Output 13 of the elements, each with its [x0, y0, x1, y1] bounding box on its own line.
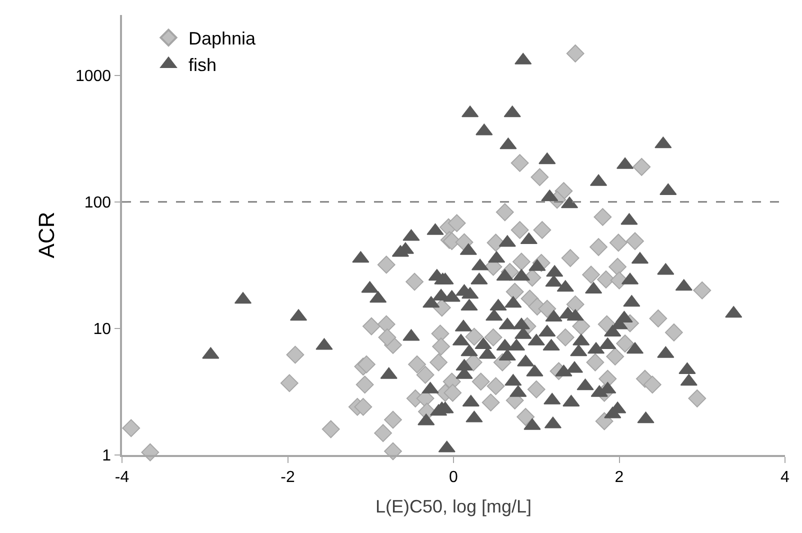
y-tick-label: 100 — [84, 194, 112, 212]
legend-label: fish — [188, 55, 217, 76]
y-tick-label: 1000 — [75, 68, 112, 85]
y-tick-label: 1 — [102, 448, 112, 465]
x-tick-label: 0 — [449, 468, 458, 486]
legend-label: Daphnia — [188, 28, 257, 49]
x-tick-label: -2 — [280, 468, 295, 486]
x-tick-label: 2 — [614, 468, 624, 486]
x-tick-label: -4 — [114, 468, 130, 486]
y-axis-title: ACR — [34, 212, 59, 258]
x-axis-title: L(E)C50, log [mg/L] — [375, 496, 532, 517]
y-tick-label: 10 — [93, 321, 112, 338]
x-tick-label: 4 — [780, 468, 790, 486]
